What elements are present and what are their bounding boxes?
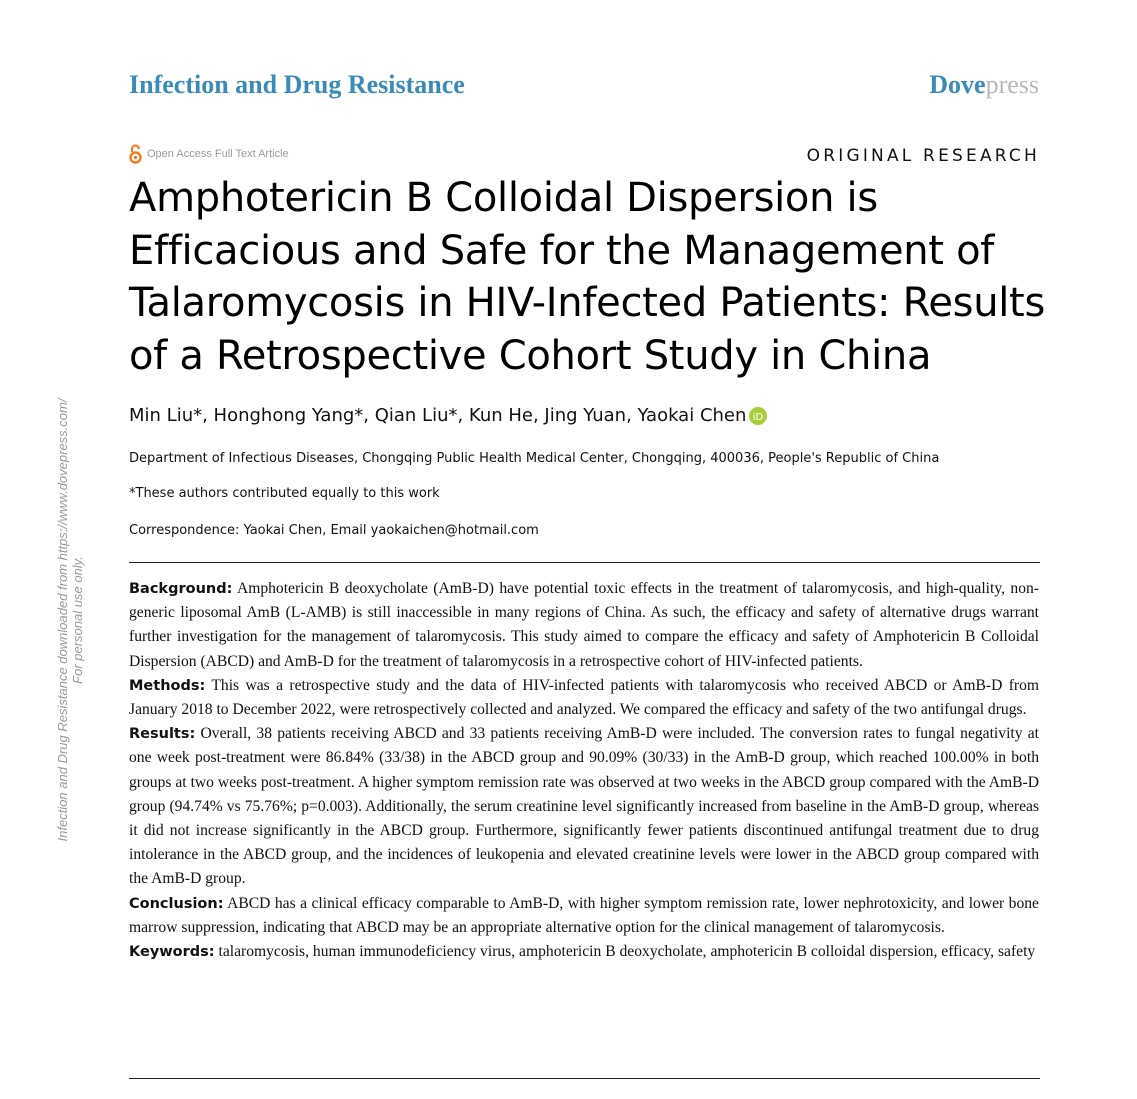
open-access-badge: Open Access Full Text Article — [129, 144, 289, 164]
divider-top — [129, 562, 1040, 563]
correspondence: Correspondence: Yaokai Chen, Email yaoka… — [129, 523, 539, 538]
equal-contribution-note: *These authors contributed equally to th… — [129, 486, 440, 501]
article-title: Amphotericin B Colloidal Dispersion is E… — [129, 175, 1045, 379]
keywords-label: Keywords: — [129, 944, 215, 961]
watermark-line-1: Infection and Drug Resistance downloaded… — [55, 398, 70, 842]
open-access-label: Open Access Full Text Article — [147, 148, 289, 160]
abstract-methods: Methods: This was a retrospective study … — [129, 674, 1039, 722]
publisher-bold: Dove — [929, 70, 986, 99]
author-list: Min Liu*, Honghong Yang*, Qian Liu*, Kun… — [129, 405, 747, 426]
publisher-light: press — [985, 70, 1039, 99]
open-access-lock-icon — [129, 144, 142, 164]
abstract-background: Background: Amphotericin B deoxycholate … — [129, 577, 1039, 674]
download-watermark: Infection and Drug Resistance downloaded… — [55, 380, 85, 860]
orcid-icon[interactable]: iD — [749, 406, 768, 425]
methods-label: Methods: — [129, 677, 206, 694]
watermark-line-2: For personal use only. — [70, 556, 85, 684]
divider-bottom — [129, 1078, 1040, 1079]
publisher-logo: Dovepress — [929, 70, 1039, 100]
background-text: Amphotericin B deoxycholate (AmB-D) have… — [129, 580, 1039, 670]
authors: Min Liu*, Honghong Yang*, Qian Liu*, Kun… — [129, 405, 768, 426]
abstract: Background: Amphotericin B deoxycholate … — [129, 577, 1039, 964]
conclusion-label: Conclusion: — [129, 895, 224, 912]
conclusion-text: ABCD has a clinical efficacy comparable … — [129, 894, 1039, 936]
article-type: ORIGINAL RESEARCH — [806, 146, 1040, 166]
methods-text: This was a retrospective study and the d… — [129, 676, 1040, 719]
keywords-text: talaromycosis, human immunodeficiency vi… — [218, 943, 1036, 961]
svg-text:iD: iD — [753, 412, 764, 423]
abstract-conclusion: Conclusion: ABCD has a clinical efficacy… — [129, 892, 1039, 940]
journal-name: Infection and Drug Resistance — [129, 70, 465, 99]
affiliation: Department of Infectious Diseases, Chong… — [129, 451, 940, 466]
results-label: Results: — [129, 726, 196, 743]
abstract-results: Results: Overall, 38 patients receiving … — [129, 722, 1039, 891]
abstract-keywords: Keywords: talaromycosis, human immunodef… — [129, 940, 1039, 964]
background-label: Background: — [129, 581, 233, 597]
results-text: Overall, 38 patients receiving ABCD and … — [129, 725, 1040, 888]
